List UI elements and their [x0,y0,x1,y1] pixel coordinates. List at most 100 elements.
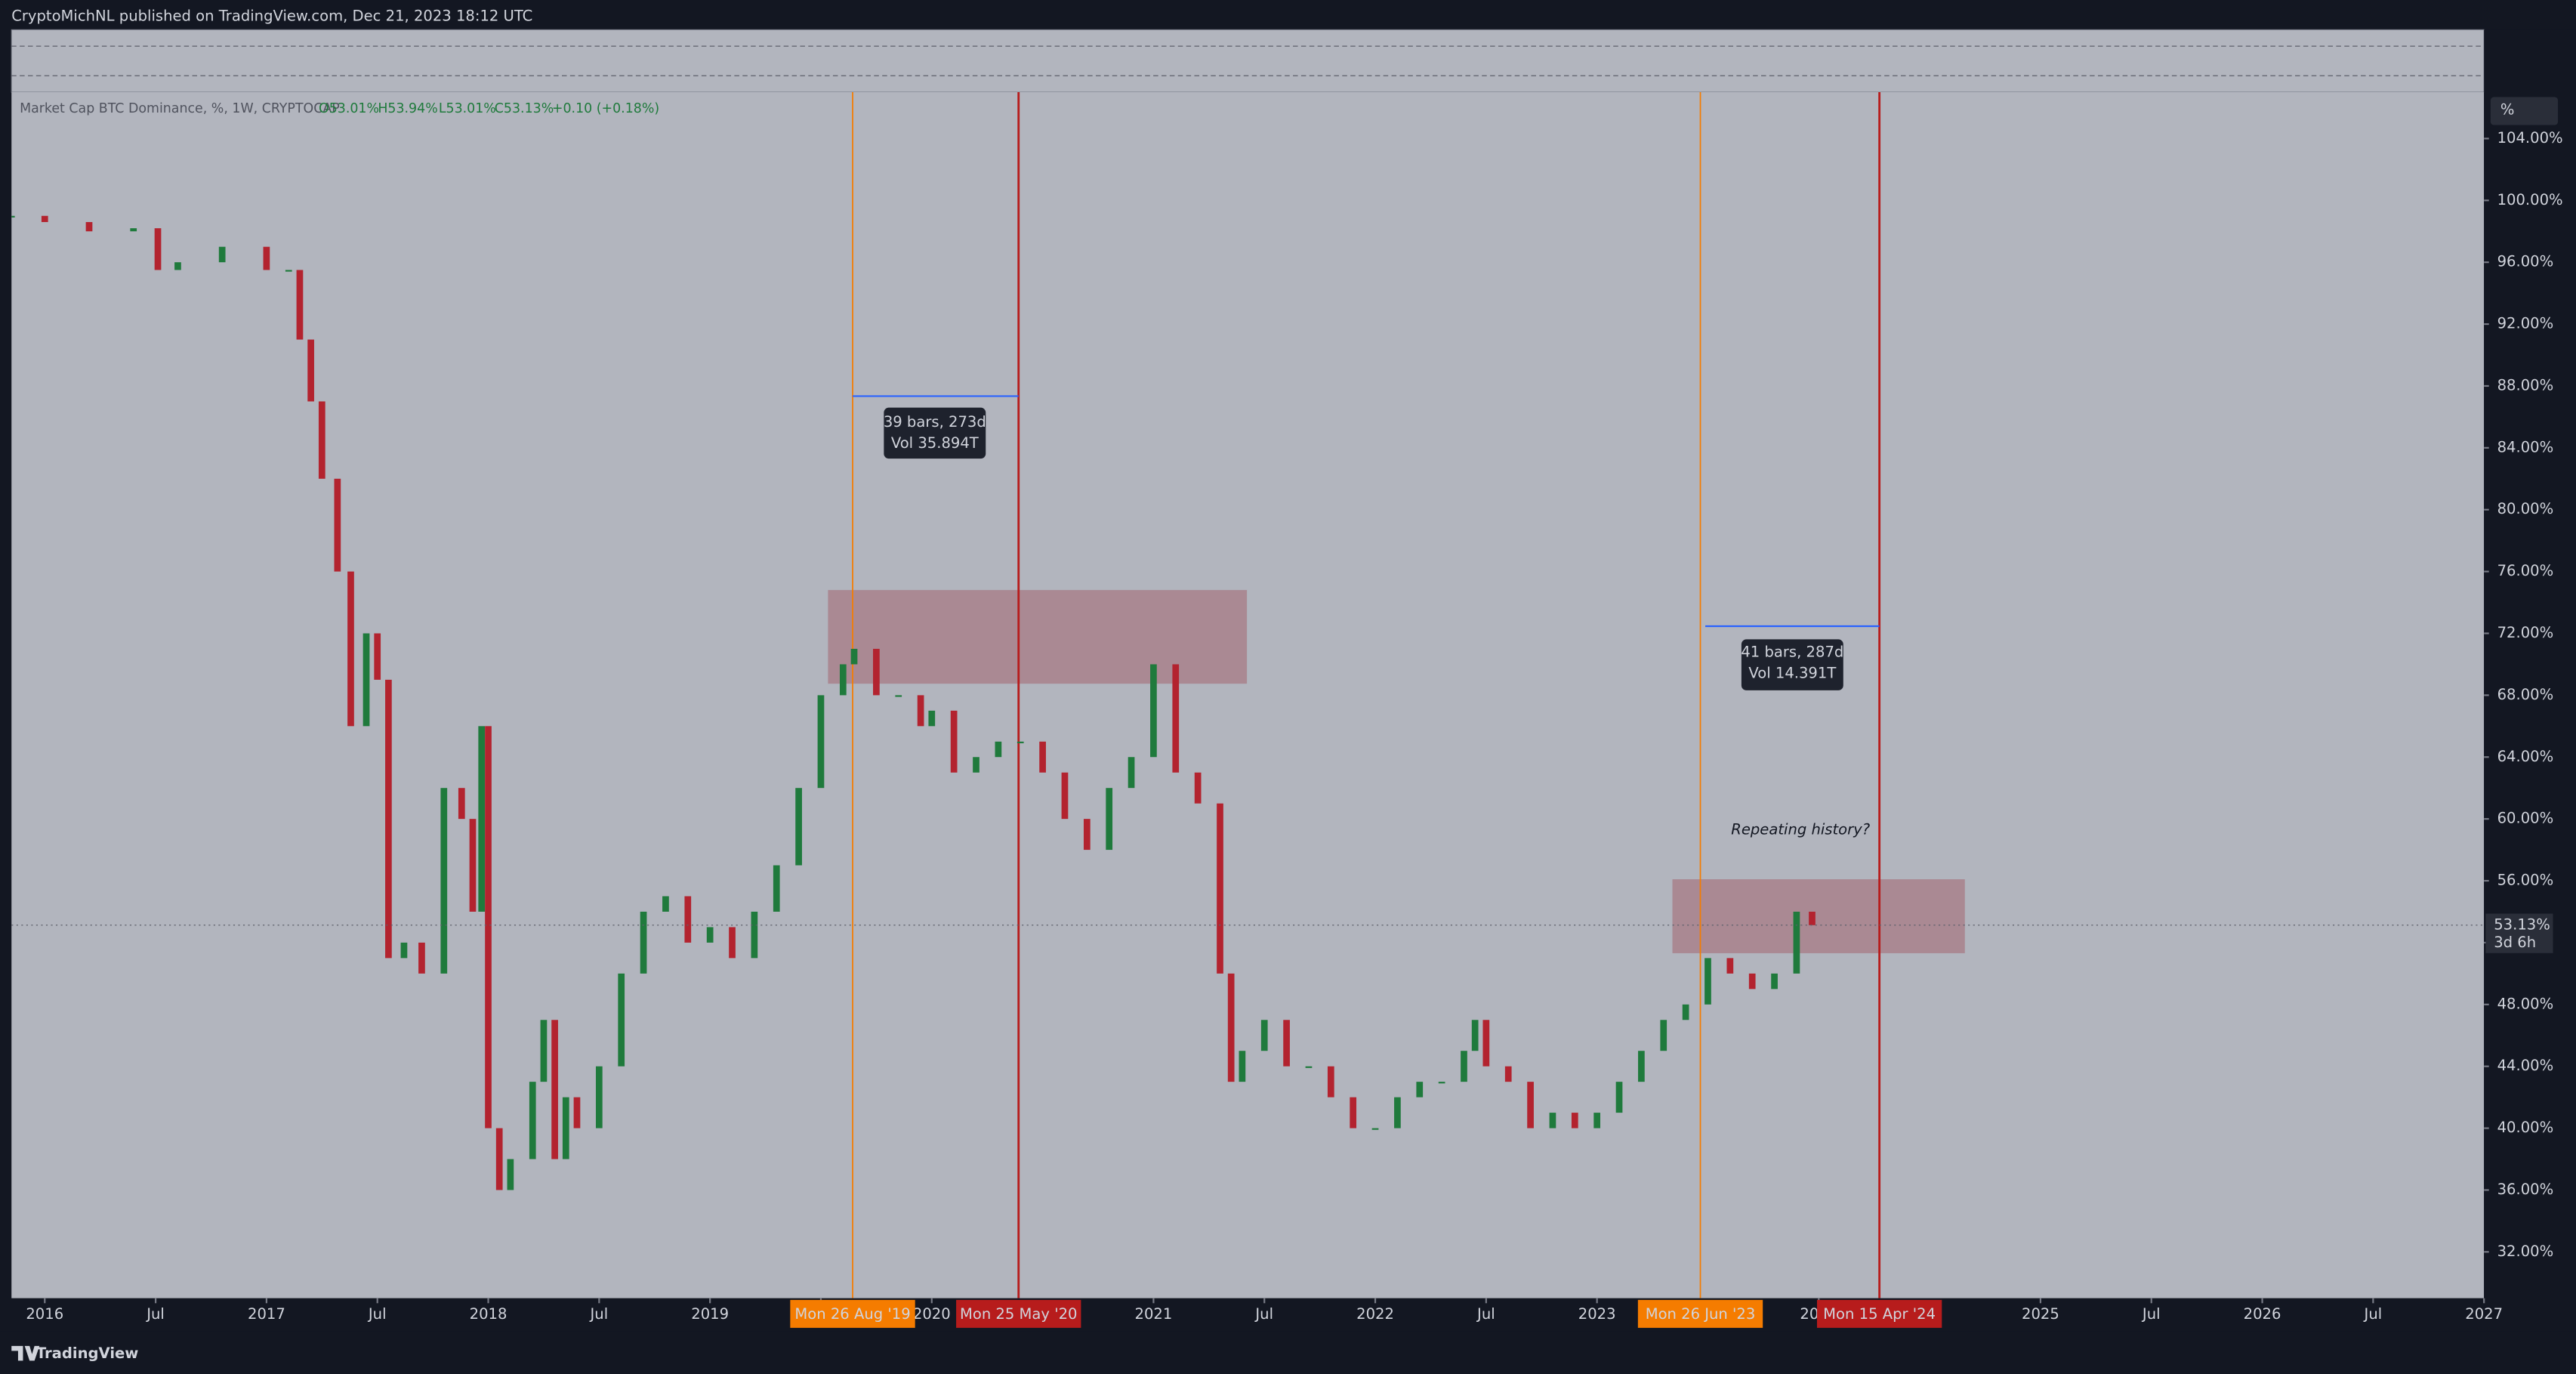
candle [174,262,181,270]
candle [1150,664,1157,758]
candle [1527,1082,1534,1129]
candle [1660,1020,1667,1051]
candle [334,478,341,572]
y-tick-label: 76.00% [2497,562,2554,579]
y-tick-label: 80.00% [2497,500,2554,517]
candle [507,1159,514,1190]
candle [418,942,425,974]
x-tick-label: 2019 [691,1305,729,1323]
candle [662,896,669,912]
x-tick-label: Jul [2363,1305,2383,1323]
candle [1726,958,1734,974]
candle [1438,1082,1445,1084]
legend-close: C53.13% [495,101,554,116]
x-tick-label: 2022 [1356,1305,1394,1323]
candle [1239,1051,1246,1082]
candle [1704,958,1711,1005]
candle [684,896,692,943]
candle [1771,973,1778,990]
date-box [1637,1299,1763,1328]
y-tick-label: 64.00% [2497,748,2554,765]
candle [218,246,226,263]
candle [973,757,979,773]
candle [795,788,802,866]
candle [595,1066,603,1129]
measure-box [884,407,986,459]
candle [307,339,314,402]
candle [706,927,714,943]
plot [11,92,2485,1298]
y-tick-label: 36.00% [2497,1181,2554,1198]
price-label: 53.13% [2494,915,2550,933]
x-tick-label: 2016 [26,1305,63,1323]
x-tick-label: 2027 [2465,1305,2503,1323]
scale-button-label[interactable]: % [2500,100,2515,118]
measure-text: 39 bars, 273d [884,413,986,431]
candle [873,648,880,696]
x-tick-label: 2023 [1578,1305,1616,1323]
candle [1461,1051,1467,1082]
candle [285,270,292,272]
y-tick-label: 48.00% [2497,995,2554,1012]
candle [529,1082,536,1159]
candle [1571,1113,1578,1129]
candle [1809,911,1816,925]
candle [1227,973,1235,1082]
y-tick-label: 44.00% [2497,1057,2554,1074]
rsi-pane [11,29,2485,93]
candle [85,221,93,232]
x-tick-label: Jul [2141,1305,2161,1323]
y-tick-label: 60.00% [2497,810,2554,827]
candle [551,1020,558,1159]
candle [263,246,270,270]
date-label: Mon 25 May '20 [960,1305,1078,1323]
x-tick-label: 2026 [2244,1305,2281,1323]
x-tick-label: 2025 [2022,1305,2059,1323]
legend-open: O53.01% [319,101,379,116]
price-box [2485,913,2553,953]
y-tick-label: 56.00% [2497,872,2554,889]
candle [485,726,492,1129]
candle [347,571,354,727]
candle [1327,1066,1334,1098]
legend-high: H53.94% [378,101,437,116]
candle [1504,1066,1512,1082]
y-tick-label: 84.00% [2497,438,2554,455]
candle [1748,973,1756,990]
candle [440,788,448,974]
y-tick-label: 68.00% [2497,686,2554,703]
candle [817,695,825,789]
candle [362,633,370,727]
candle [1682,1004,1689,1020]
brand-logo [11,1345,40,1361]
candle [1172,664,1180,773]
candle [458,788,465,820]
scale-button[interactable] [2490,97,2559,125]
zone [828,590,1248,684]
candle [1194,772,1202,804]
x-tick-label: 2018 [470,1305,507,1323]
measure-box [1741,639,1843,690]
x-tick-label: Jul [589,1305,609,1323]
candle [850,648,858,665]
candle [751,911,758,959]
candle [1471,1020,1479,1051]
candle [1128,757,1135,789]
candle [573,1097,581,1129]
candle [1549,1113,1556,1129]
candle [1083,819,1091,851]
candle [1061,772,1069,820]
y-tick-label: 92.00% [2497,315,2554,332]
candle [1039,741,1046,773]
candle [11,215,15,218]
candle [928,710,936,727]
date-box [956,1299,1081,1328]
candle [729,927,736,959]
candle [839,664,847,696]
candle [540,1020,548,1082]
candle [1593,1113,1601,1129]
candle [640,911,647,974]
candle [1305,1066,1313,1068]
candle [130,228,137,232]
time-axis [0,1298,2576,1332]
